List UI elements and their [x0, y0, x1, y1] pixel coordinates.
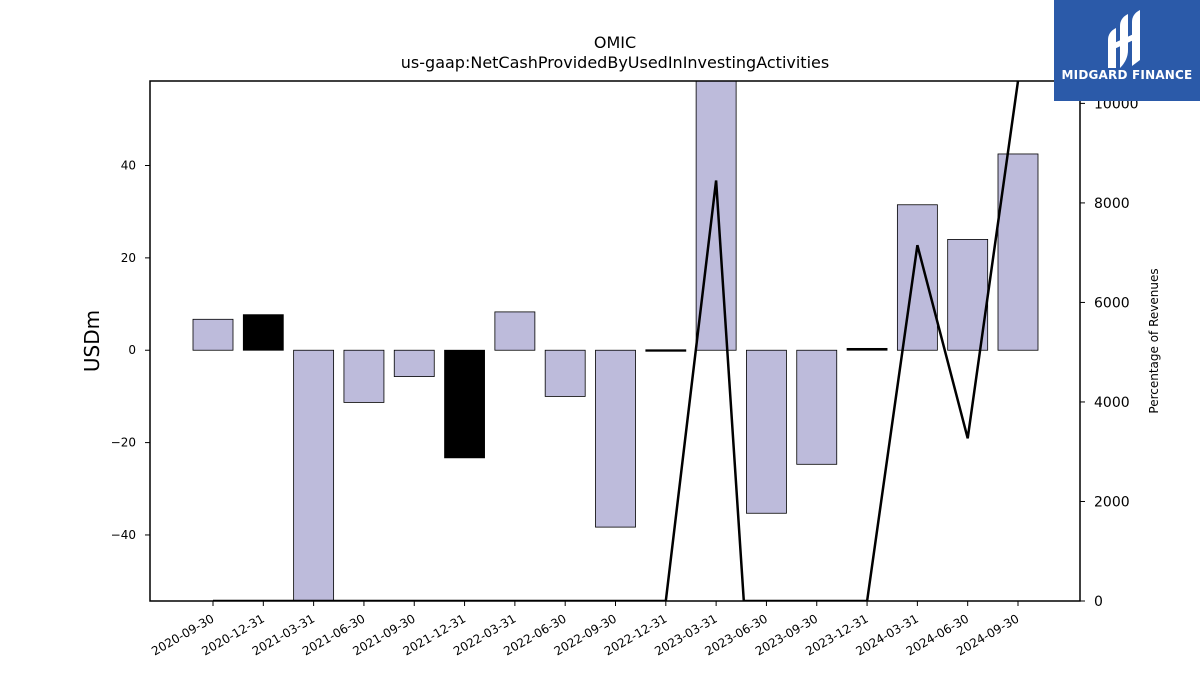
x-axis: 2020-09-302020-12-312021-03-312021-06-30… [149, 601, 1022, 658]
y-tick-label: −20 [111, 436, 136, 450]
y-tick-label: 20 [121, 251, 136, 265]
percentage-line [213, 80, 1020, 601]
y-tick-label: 40 [121, 159, 136, 173]
y-axis-label: USDm [80, 310, 104, 372]
y-right-tick-label: 8000 [1094, 196, 1130, 212]
y-tick-label: 0 [128, 343, 136, 357]
bar-2022-06-30 [544, 349, 586, 397]
logo-mark-icon [1108, 10, 1140, 68]
bar-2023-09-30 [796, 349, 838, 465]
bar-2021-03-31 [293, 349, 335, 602]
bar-2021-12-31 [444, 349, 485, 459]
bar-2020-09-30 [192, 318, 234, 351]
line-group [213, 80, 1020, 601]
bar-2022-03-31 [494, 311, 536, 351]
y-right-tick-label: 6000 [1094, 295, 1130, 311]
bar-2024-03-31 [896, 204, 938, 351]
bar-2020-12-31 [242, 314, 284, 351]
y-axis-right-label: Percentage of Revenues [1147, 268, 1161, 413]
y-tick-label: −40 [111, 528, 136, 542]
y-right-tick-label: 2000 [1094, 494, 1130, 510]
bar-2021-09-30 [393, 349, 435, 377]
bar-2024-06-30 [947, 239, 989, 351]
bar-2024-09-30 [997, 153, 1039, 351]
logo-text: MIDGARD FINANCE [1061, 68, 1193, 82]
bar-2021-06-30 [343, 349, 385, 403]
bar-2023-12-31 [846, 347, 888, 351]
bar-2023-03-31 [695, 80, 737, 351]
bar-2022-12-31 [645, 349, 687, 352]
logo: MIDGARD FINANCE [1054, 0, 1200, 101]
bar-2022-09-30 [595, 349, 636, 528]
y-axis-left: −40 −20 0 20 40 [111, 159, 150, 542]
y-right-tick-label: 4000 [1094, 395, 1130, 411]
chart-title: OMIC [594, 33, 636, 52]
y-right-tick-label: 0 [1094, 594, 1103, 610]
bars-group [192, 80, 1039, 602]
bar-2023-06-30 [746, 349, 787, 514]
chart-subtitle: us-gaap:NetCashProvidedByUsedInInvesting… [401, 53, 829, 72]
